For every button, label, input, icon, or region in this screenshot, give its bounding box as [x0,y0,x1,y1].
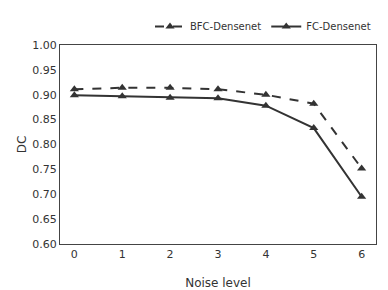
svg-text:4: 4 [262,248,269,261]
svg-text:0.90: 0.90 [32,89,57,102]
svg-text:0.95: 0.95 [32,64,57,77]
svg-text:0.70: 0.70 [32,188,57,201]
svg-text:2: 2 [167,248,174,261]
svg-text:0.65: 0.65 [32,213,57,226]
svg-text:0.75: 0.75 [32,163,57,176]
svg-text:1.00: 1.00 [32,39,57,52]
svg-text:0: 0 [71,248,78,261]
svg-text:6: 6 [358,248,365,261]
svg-text:FC-Densenet: FC-Densenet [306,21,370,32]
svg-text:Noise level: Noise level [185,276,251,290]
svg-text:0.80: 0.80 [32,138,57,151]
svg-text:3: 3 [215,248,222,261]
svg-text:BFC-Densenet: BFC-Densenet [190,21,261,32]
svg-text:5: 5 [310,248,317,261]
svg-text:DC: DC [15,136,29,154]
svg-text:0.60: 0.60 [32,238,57,251]
svg-text:0.85: 0.85 [32,113,57,126]
svg-text:1: 1 [119,248,126,261]
